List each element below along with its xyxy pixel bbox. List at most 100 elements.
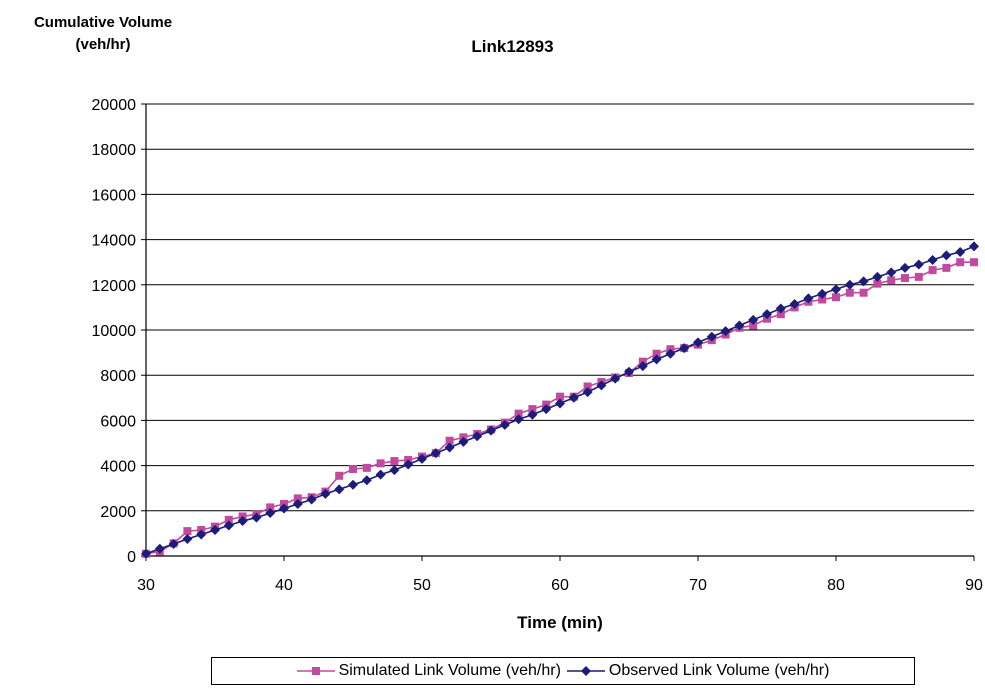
point-observed-33 (182, 534, 193, 545)
point-observed-79 (817, 288, 828, 299)
point-simulated-81 (845, 288, 854, 297)
point-observed-39 (265, 508, 276, 519)
x-tick-label-60: 60 (551, 577, 569, 594)
point-observed-30 (141, 548, 151, 559)
point-simulated-47 (376, 459, 385, 468)
point-simulated-52 (445, 436, 454, 445)
point-observed-82 (858, 276, 869, 287)
point-observed-69 (679, 343, 690, 354)
y-tick-label-14000: 14000 (92, 233, 137, 250)
point-simulated-39 (266, 503, 275, 512)
point-simulated-45 (349, 464, 357, 473)
point-observed-52 (444, 442, 455, 453)
point-observed-71 (706, 331, 717, 342)
point-simulated-36 (224, 515, 233, 524)
point-observed-77 (789, 299, 800, 310)
point-simulated-60 (556, 392, 564, 401)
point-observed-83 (872, 271, 883, 282)
point-simulated-87 (928, 266, 937, 275)
y-axis-title-line-1: Cumulative Volume (33, 14, 173, 31)
point-observed-65 (624, 366, 634, 377)
x-tick-label-40: 40 (275, 577, 293, 594)
point-observed-41 (292, 499, 303, 510)
point-observed-47 (375, 469, 386, 480)
point-simulated-41 (293, 494, 302, 503)
point-simulated-86 (914, 272, 923, 281)
x-axis-title: Time (min) (517, 613, 603, 632)
point-observed-40 (279, 503, 289, 514)
y-tick-label-2000: 2000 (100, 504, 136, 521)
point-simulated-85 (901, 274, 909, 283)
chart-legend: Simulated Link Volume (veh/hr) Observed … (211, 657, 915, 685)
legend-key-observed (566, 666, 605, 676)
point-simulated-46 (362, 463, 371, 472)
x-tick-label-70: 70 (689, 577, 707, 594)
point-observed-64 (610, 373, 621, 384)
point-observed-36 (223, 520, 234, 531)
point-observed-68 (665, 348, 676, 359)
point-observed-60 (555, 398, 565, 409)
chart-title-wrap: Link12893 (0, 37, 985, 57)
gridlines (146, 103, 974, 512)
point-simulated-79 (818, 295, 827, 304)
point-observed-58 (527, 409, 538, 420)
point-observed-32 (168, 539, 179, 550)
point-simulated-80 (832, 293, 840, 302)
point-observed-89 (955, 247, 966, 258)
y-tick-label-18000: 18000 (92, 142, 137, 159)
y-tick-label-16000: 16000 (92, 187, 137, 204)
line-chart: 0 2000 4000 6000 8000 10000 12000 14000 16000 180… (92, 97, 984, 632)
point-observed-37 (237, 515, 248, 526)
point-observed-66 (637, 361, 648, 372)
y-tick-label-12000: 12000 (92, 278, 137, 295)
y-tick-label-4000: 4000 (100, 459, 136, 476)
point-simulated-74 (749, 321, 758, 330)
point-observed-48 (389, 465, 400, 476)
y-axis-title: Cumulative Volume (veh/hr) (8, 12, 198, 56)
point-observed-59 (541, 404, 552, 415)
point-observed-81 (844, 279, 855, 290)
point-observed-76 (775, 303, 786, 314)
x-tick-label-80: 80 (827, 577, 845, 594)
point-observed-31 (154, 543, 165, 554)
point-observed-86 (913, 259, 924, 270)
point-observed-43 (320, 488, 331, 499)
y-tick-label-10000: 10000 (92, 323, 137, 340)
point-simulated-83 (873, 279, 882, 288)
point-simulated-76 (776, 310, 785, 319)
point-observed-51 (430, 448, 441, 459)
point-observed-34 (196, 529, 207, 540)
point-simulated-89 (956, 258, 965, 267)
chart-title: Link12893 (471, 37, 554, 56)
point-observed-90 (969, 241, 979, 252)
y-tick-label-20000: 20000 (92, 97, 137, 114)
point-simulated-33 (183, 527, 192, 536)
point-observed-87 (927, 254, 938, 265)
point-observed-80 (831, 284, 841, 295)
point-observed-50 (417, 453, 427, 464)
point-observed-38 (251, 512, 262, 523)
point-observed-53 (458, 436, 469, 447)
point-observed-49 (403, 459, 414, 470)
legend-item-observed: Observed Link Volume (veh/hr) (566, 662, 829, 680)
point-simulated-90 (970, 258, 978, 267)
legend-label-simulated: Simulated Link Volume (veh/hr) (338, 662, 561, 679)
point-simulated-67 (652, 349, 661, 358)
point-observed-78 (803, 293, 814, 304)
point-observed-74 (748, 314, 759, 325)
point-observed-88 (941, 250, 952, 261)
point-observed-44 (334, 484, 345, 495)
point-observed-63 (596, 380, 607, 391)
point-observed-35 (210, 525, 220, 536)
point-observed-42 (306, 494, 317, 505)
legend-key-simulated (296, 667, 335, 675)
x-tick-label-50: 50 (413, 577, 431, 594)
point-observed-73 (734, 320, 745, 331)
y-axis-title-line-2: (veh/hr) (75, 36, 131, 53)
legend-item-simulated: Simulated Link Volume (veh/hr) (296, 662, 561, 680)
x-tick-label-90: 90 (965, 577, 983, 594)
point-observed-54 (472, 431, 483, 442)
point-simulated-82 (859, 288, 868, 297)
point-observed-72 (720, 326, 731, 337)
point-observed-62 (582, 387, 593, 398)
